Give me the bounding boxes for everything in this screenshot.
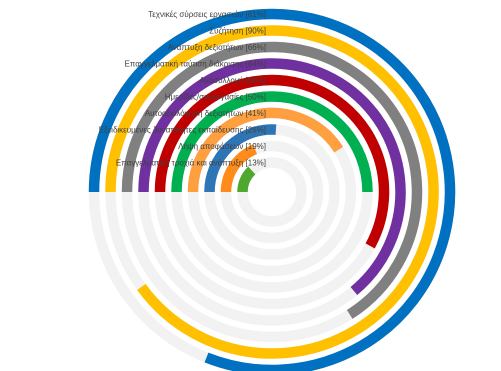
ring-8-label: Εξειδικευμένες δυνατότητες εκπαίδευσης [… [99,126,266,135]
ring-10-label: Επαγγελματική τροχιά και ανάπτυξη [13%] [116,159,266,168]
ring-5-label: Ανασυλλογή [58%] [199,76,266,85]
ring-6-bar [171,91,373,193]
ring-4-bar [138,58,406,296]
ring-5-bar [154,74,390,249]
ring-10-bar [237,166,256,193]
ring-3-bar [121,41,423,319]
ring-9-bar [220,144,258,193]
ring-1-label: Τεχνικές σύρσεις εργασιών [81%] [148,10,266,19]
ring-bars [88,8,456,371]
ring-2-label: Συζήτηση [90%] [209,27,266,36]
ring-7-bar [187,107,344,193]
category-labels: Τεχνικές σύρσεις εργασιών [81%] Συζήτηση … [99,10,266,168]
ring-1-bar [88,8,456,371]
ring-3-label: Ανάπτυξη δεξιοτήτων [66%] [168,43,266,52]
ring-6-label: Ημερίδες/συνεργασίες [50%] [165,93,266,102]
ring-9-label: Λήψη αποφάσεων [19%] [178,142,266,151]
ring-4-label: Επαγγελματική ταύτιση διάκρισης [64%] [125,60,266,69]
ring-2-bar [105,25,439,359]
ring-7-label: Αυτοαξιολόγηση δεξιοτήτων [41%] [145,109,266,118]
ring-8-bar [204,124,277,193]
